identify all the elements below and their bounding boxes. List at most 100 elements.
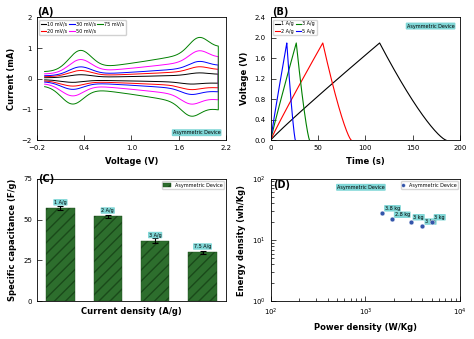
75 mV/s	[187, 114, 192, 118]
30 mV/s	[189, 93, 195, 97]
3 A/g	[300, 94, 305, 98]
2 A/g	[320, 41, 326, 45]
Bar	[188, 252, 217, 301]
3 A/g	[297, 73, 302, 77]
Line: 1 A/g: 1 A/g	[271, 43, 446, 140]
1 A/g	[443, 138, 449, 142]
Text: Asymmetric Device: Asymmetric Device	[173, 130, 220, 135]
Line: 50 mV/s: 50 mV/s	[45, 51, 219, 104]
10 mV/s	[187, 82, 192, 86]
Y-axis label: Energy density (wh/Kg): Energy density (wh/Kg)	[237, 184, 246, 296]
3 A/g	[268, 138, 273, 142]
75 mV/s	[125, 92, 131, 96]
3 A/g	[307, 138, 312, 142]
Line: 20 mV/s: 20 mV/s	[45, 67, 219, 89]
Bar	[141, 241, 169, 301]
3 A/g	[288, 60, 294, 64]
50 mV/s	[89, 86, 95, 90]
10 mV/s	[189, 82, 195, 86]
5 A/g	[288, 94, 293, 98]
30 mV/s	[178, 89, 183, 94]
20 mV/s	[42, 79, 47, 83]
1 A/g	[377, 41, 383, 45]
1 A/g	[407, 94, 413, 98]
75 mV/s	[189, 114, 195, 118]
5 A/g	[288, 93, 293, 97]
2 A/g	[309, 60, 315, 64]
5 A/g	[286, 73, 292, 77]
Bar	[93, 216, 122, 301]
50 mV/s	[167, 92, 173, 96]
75 mV/s	[63, 60, 69, 64]
Text: 3 kg: 3 kg	[425, 219, 436, 224]
Text: Asymmetric Device: Asymmetric Device	[337, 185, 385, 190]
X-axis label: Current density (A/g): Current density (A/g)	[81, 307, 182, 316]
Legend: 1 A/g, 2 A/g, 3 A/g, 5 A/g: 1 A/g, 2 A/g, 3 A/g, 5 A/g	[273, 20, 317, 35]
30 mV/s	[197, 59, 203, 63]
Text: 7.5 A/g: 7.5 A/g	[194, 244, 211, 249]
50 mV/s	[189, 102, 195, 106]
75 mV/s	[178, 107, 183, 111]
Asymmetric Device	[428, 219, 436, 224]
30 mV/s	[89, 83, 95, 87]
20 mV/s	[178, 85, 183, 89]
Text: 3 A/g: 3 A/g	[149, 233, 162, 238]
Text: (B): (B)	[273, 7, 289, 17]
Text: 1 A/g: 1 A/g	[54, 200, 67, 205]
Text: (A): (A)	[37, 7, 53, 17]
2 A/g	[268, 138, 273, 142]
X-axis label: Power density (W/Kg): Power density (W/Kg)	[314, 323, 417, 332]
Text: 2 A/g: 2 A/g	[101, 208, 114, 213]
5 A/g	[292, 138, 298, 142]
Text: (C): (C)	[38, 174, 54, 184]
1 A/g	[268, 138, 273, 142]
5 A/g	[268, 138, 273, 142]
Text: 3 kg: 3 kg	[413, 215, 424, 220]
Y-axis label: Specific capacitance (F/g): Specific capacitance (F/g)	[9, 179, 18, 301]
10 mV/s	[197, 71, 203, 75]
20 mV/s	[125, 81, 131, 85]
Line: 30 mV/s: 30 mV/s	[45, 61, 219, 95]
1 A/g	[355, 60, 360, 64]
X-axis label: Time (s): Time (s)	[346, 157, 385, 165]
10 mV/s	[63, 74, 69, 78]
2 A/g	[348, 138, 354, 142]
2 A/g	[333, 94, 338, 98]
Asymmetric Device	[388, 216, 396, 222]
50 mV/s	[197, 49, 203, 53]
1 A/g	[406, 93, 412, 97]
20 mV/s	[187, 87, 192, 92]
20 mV/s	[189, 87, 195, 92]
30 mV/s	[187, 92, 192, 96]
50 mV/s	[42, 72, 47, 76]
Line: 3 A/g: 3 A/g	[271, 43, 310, 140]
2 A/g	[333, 93, 338, 97]
30 mV/s	[63, 70, 69, 74]
Text: 3.8 kg: 3.8 kg	[385, 206, 400, 211]
20 mV/s	[167, 83, 173, 87]
3 A/g	[293, 41, 299, 45]
10 mV/s	[42, 78, 47, 82]
5 A/g	[272, 113, 277, 117]
75 mV/s	[167, 100, 173, 104]
Text: (D): (D)	[273, 180, 290, 190]
75 mV/s	[42, 85, 47, 89]
1 A/g	[294, 113, 300, 117]
50 mV/s	[178, 97, 183, 101]
1 A/g	[339, 73, 345, 77]
1 A/g	[394, 73, 400, 77]
10 mV/s	[167, 80, 173, 84]
30 mV/s	[125, 83, 131, 87]
75 mV/s	[197, 35, 203, 39]
3 A/g	[300, 93, 305, 97]
10 mV/s	[42, 76, 47, 80]
Text: Asymmetric Device: Asymmetric Device	[407, 23, 455, 28]
75 mV/s	[42, 69, 47, 74]
20 mV/s	[89, 81, 95, 85]
30 mV/s	[167, 86, 173, 91]
Legend: Asymmetric Device: Asymmetric Device	[162, 181, 224, 189]
Y-axis label: Voltage (V): Voltage (V)	[240, 52, 249, 105]
3 A/g	[284, 73, 290, 77]
50 mV/s	[63, 65, 69, 69]
2 A/g	[302, 73, 308, 77]
